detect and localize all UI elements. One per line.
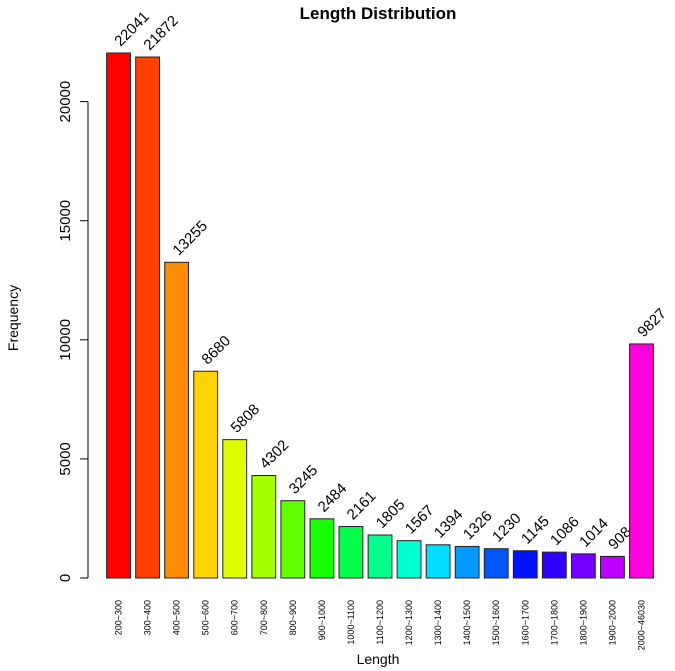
category-label: 900~1000 (317, 600, 327, 640)
x-axis: 200~300 300~400 400~500 500~600 600~700 700~8… (114, 600, 647, 650)
x-axis-label: Length (357, 651, 400, 667)
category-label: 1300~1400 (433, 600, 443, 645)
value-label: 1230 (489, 510, 525, 546)
bar-700~800 (251, 475, 277, 579)
category-label: 1000~1100 (346, 600, 356, 645)
y-tick-label: 0 (57, 574, 74, 582)
bar-2000~46030 (629, 343, 654, 579)
y-tick-label: 20000 (57, 81, 74, 123)
bar-1100~1200 (367, 534, 393, 579)
category-label: 300~400 (143, 600, 153, 635)
bar-1500~1600 (483, 548, 509, 579)
category-label: 700~800 (259, 600, 269, 635)
bar-1700~1800 (541, 551, 567, 579)
bar-500~600 (193, 370, 219, 579)
value-label: 5808 (228, 401, 264, 437)
category-label: 1100~1200 (375, 600, 385, 645)
category-label: 1900~2000 (607, 600, 617, 645)
value-label: 4302 (257, 437, 293, 473)
y-tick-label: 10000 (57, 319, 74, 361)
bar-1400~1500 (454, 545, 480, 579)
category-label: 1600~1700 (520, 600, 530, 645)
category-label: 1700~1800 (549, 600, 559, 645)
bars: 2204121872132558680580843023245248421611… (106, 8, 670, 579)
category-label: 1200~1300 (404, 600, 414, 645)
value-label: 1394 (431, 506, 467, 542)
bar-1600~1700 (512, 550, 538, 579)
category-label: 500~600 (201, 600, 211, 635)
value-label: 1145 (518, 513, 553, 548)
bar-300~400 (135, 56, 160, 579)
bar-200~300 (106, 52, 131, 579)
category-label: 200~300 (114, 600, 124, 635)
value-label: 1086 (547, 513, 583, 549)
category-label: 800~900 (288, 600, 298, 635)
chart-title: Length Distribution (300, 4, 457, 23)
value-label: 3245 (286, 462, 322, 498)
bar-1000~1100 (338, 526, 364, 579)
bar-1900~2000 (600, 555, 625, 579)
bar-900~1000 (309, 518, 335, 579)
category-label: 2000~46030 (636, 600, 646, 650)
y-axis-label: Frequency (5, 285, 21, 351)
value-label: 8680 (198, 332, 234, 368)
bar-1200~1300 (396, 540, 422, 579)
category-label: 1500~1600 (491, 600, 501, 645)
value-label: 13255 (169, 218, 211, 260)
bar-400~500 (164, 261, 190, 579)
bar-600~700 (222, 439, 248, 579)
category-label: 400~500 (172, 600, 182, 635)
value-label: 9827 (634, 305, 670, 341)
y-tick-label: 5000 (57, 442, 74, 475)
bar-1300~1400 (425, 544, 451, 579)
category-label: 1800~1900 (578, 600, 588, 645)
bar-800~900 (280, 500, 306, 579)
y-tick-label: 15000 (57, 200, 74, 242)
category-label: 600~700 (230, 600, 240, 635)
value-label: 1014 (576, 515, 612, 551)
category-label: 1400~1500 (462, 600, 472, 645)
value-label: 1326 (460, 508, 496, 544)
y-axis: 0 5000 10000 15000 20000 (57, 81, 89, 582)
bar-1800~1900 (570, 553, 596, 579)
